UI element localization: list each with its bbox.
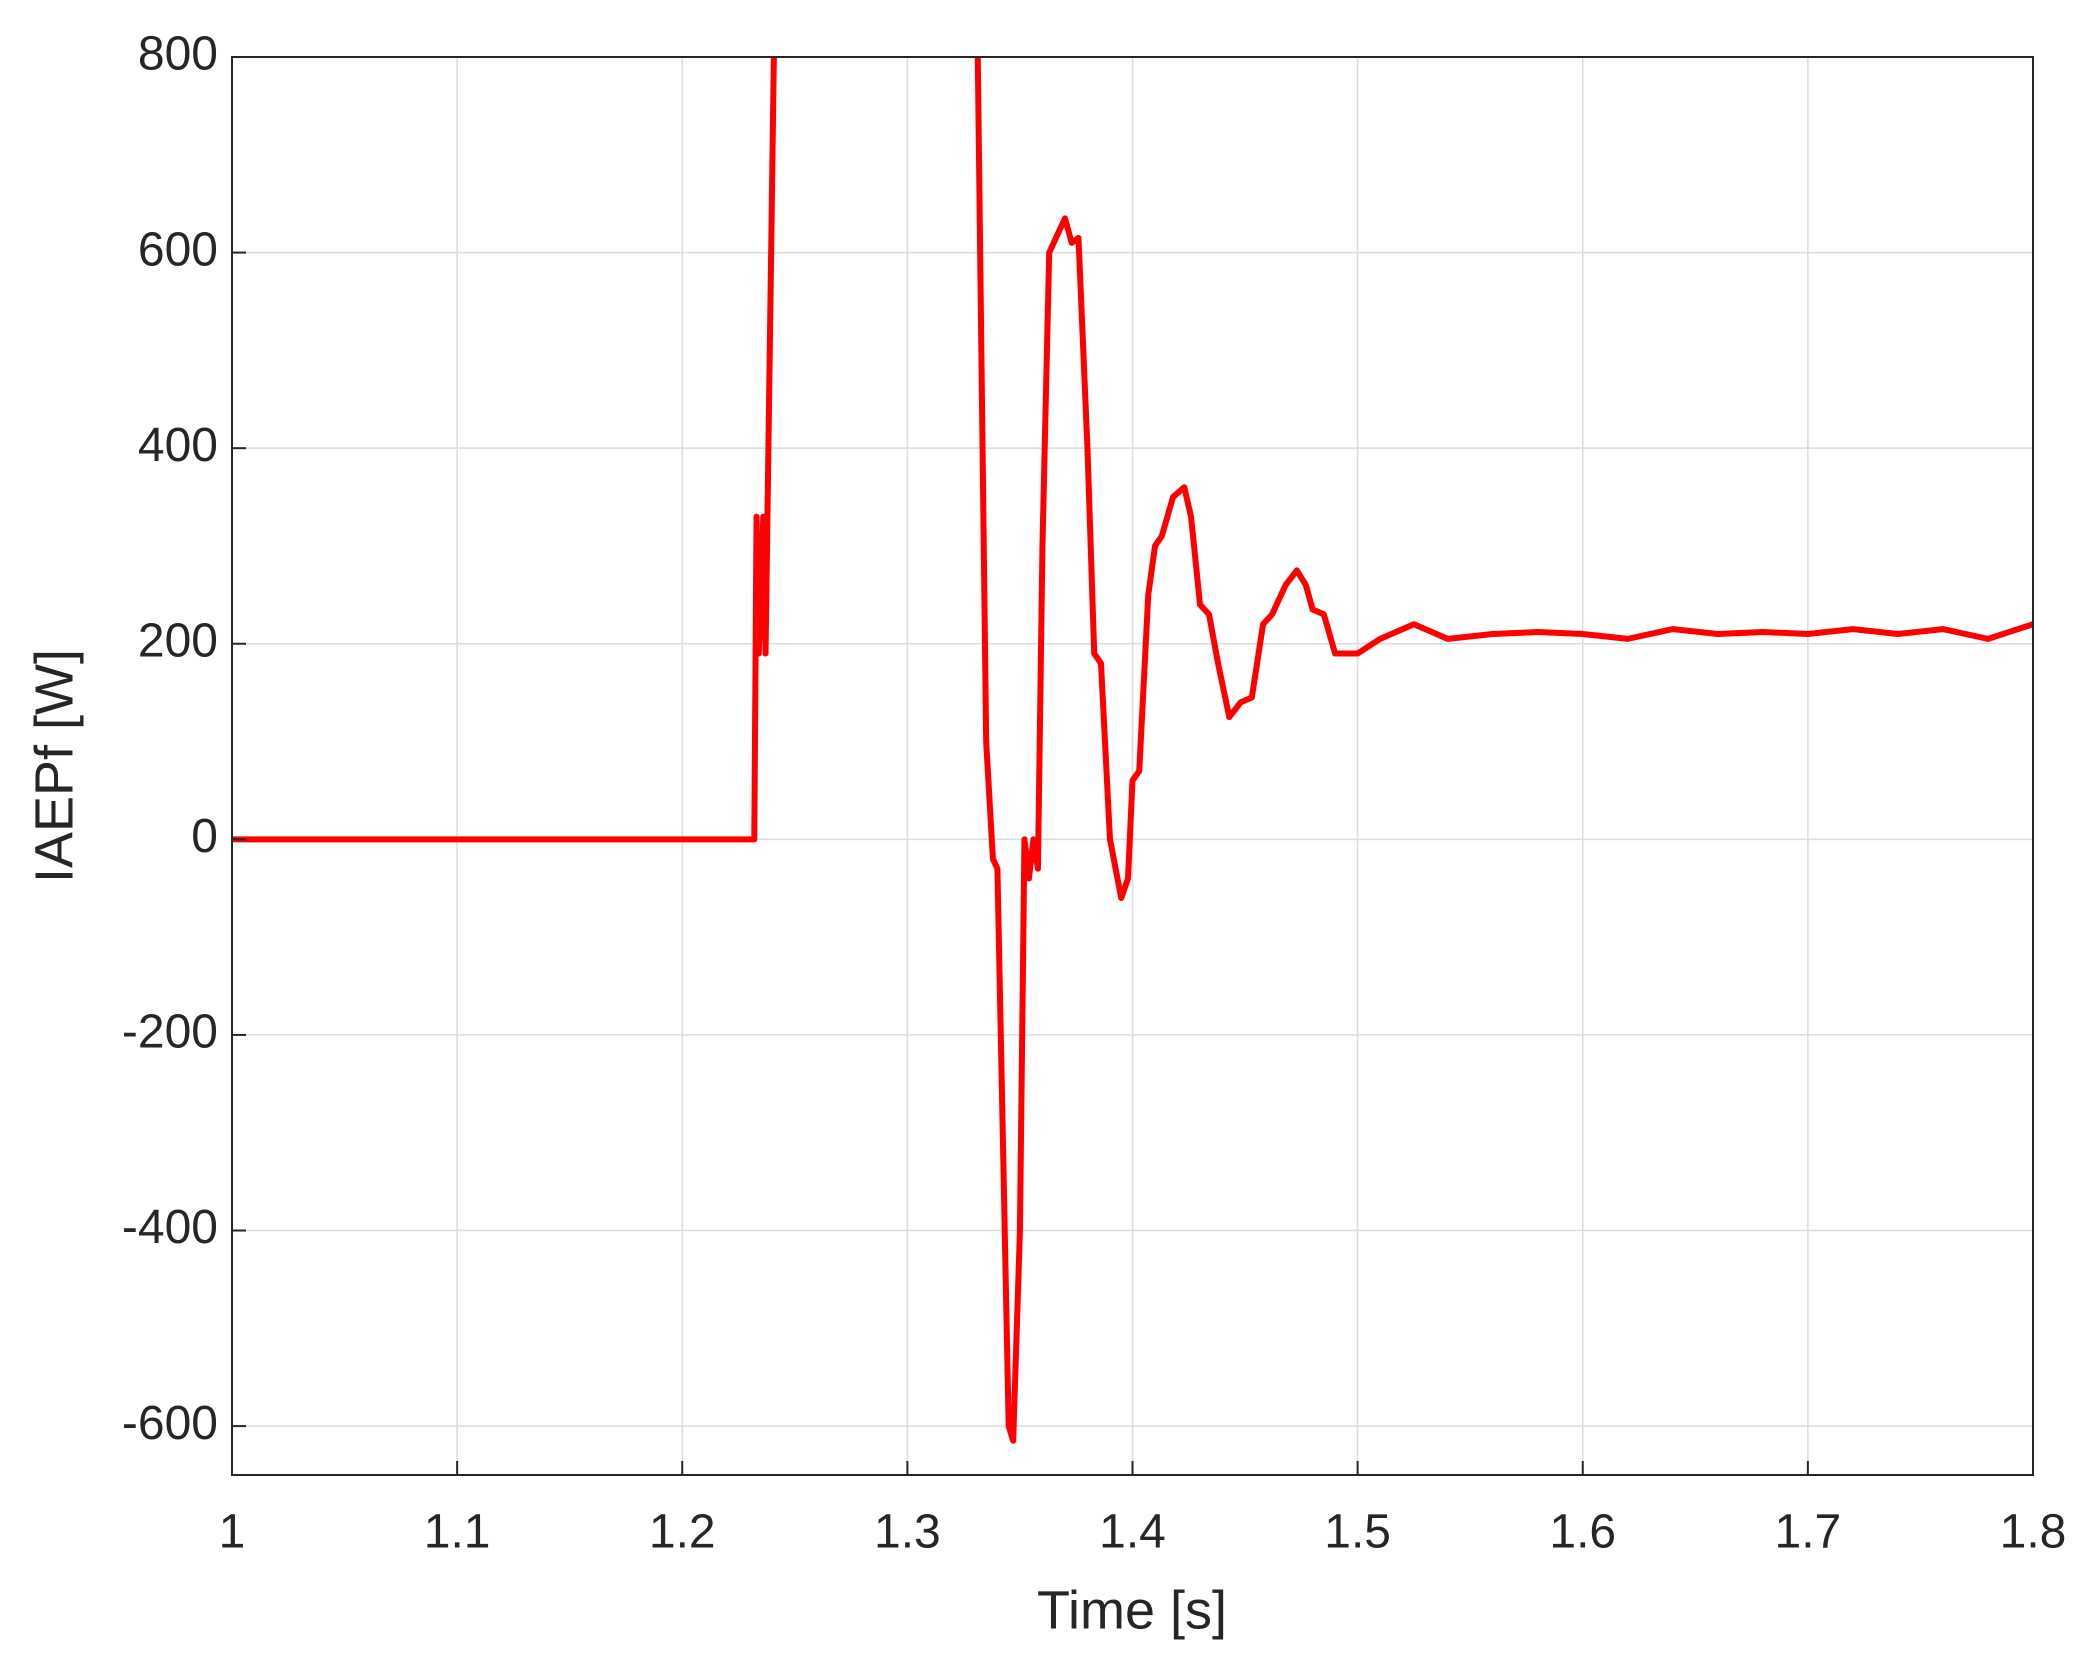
x-tick-label: 1.5 [1324, 1506, 1391, 1559]
x-tick-label: 1 [219, 1506, 246, 1559]
y-tick-label: 0 [191, 810, 218, 863]
y-tick-label: -200 [122, 1006, 218, 1059]
x-tick-label: 1.2 [649, 1506, 716, 1559]
y-tick-label: -400 [122, 1201, 218, 1254]
y-tick-label: 200 [138, 614, 218, 667]
x-tick-label: 1.1 [424, 1506, 491, 1559]
y-tick-label: 800 [138, 28, 218, 81]
y-tick-label: 600 [138, 223, 218, 276]
y-axis-label: IAEPf [W] [24, 649, 84, 883]
x-axis-label: Time [s] [1037, 1580, 1227, 1640]
data-line [232, 57, 2033, 1444]
x-tick-label: 1.8 [2000, 1506, 2067, 1559]
x-tick-label: 1.3 [874, 1506, 941, 1559]
y-tick-label: -600 [122, 1397, 218, 1450]
x-tick-label: 1.4 [1099, 1506, 1166, 1559]
y-tick-label: 400 [138, 419, 218, 472]
x-tick-label: 1.6 [1549, 1506, 1616, 1559]
x-tick-label: 1.7 [1775, 1506, 1842, 1559]
